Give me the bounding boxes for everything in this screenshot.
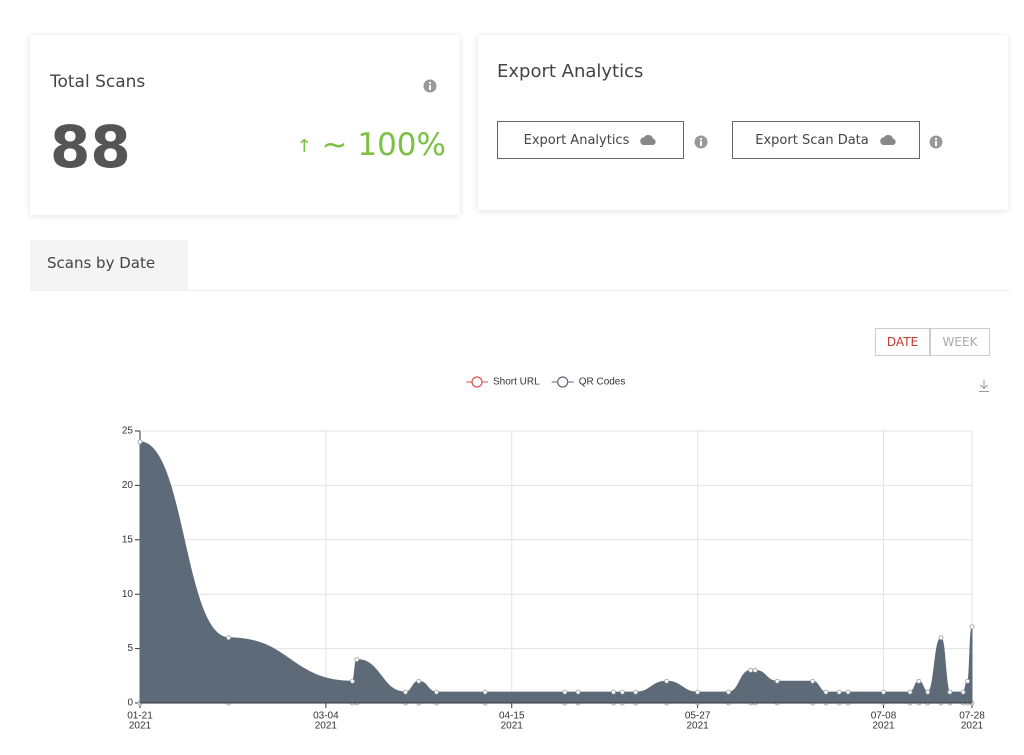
- x-tick-label: 07-08: [871, 711, 897, 722]
- info-icon[interactable]: [929, 135, 943, 149]
- x-tick-label: 05-27: [685, 711, 711, 722]
- point: [916, 678, 922, 684]
- y-tick-label: 10: [122, 589, 134, 600]
- legend-label: QR Codes: [579, 377, 626, 388]
- point: [810, 678, 816, 684]
- export-button[interactable]: Export Scan Data: [732, 121, 920, 159]
- point: [482, 689, 488, 695]
- point: [611, 689, 616, 695]
- point: [960, 689, 966, 695]
- point: [881, 689, 886, 695]
- point: [354, 657, 360, 662]
- point: [226, 635, 231, 641]
- cloud-icon: [640, 134, 656, 145]
- point: [664, 678, 670, 684]
- point: [748, 667, 754, 673]
- point: [562, 689, 568, 695]
- x-tick-year: 2021: [129, 721, 152, 732]
- change-value: ~ 100%: [321, 127, 446, 163]
- point: [726, 689, 731, 695]
- y-tick-label: 25: [122, 426, 134, 437]
- y-tick-label: 0: [127, 698, 133, 709]
- point: [619, 689, 625, 695]
- legend-label: Short URL: [493, 377, 540, 388]
- point: [774, 678, 780, 684]
- point: [350, 678, 355, 684]
- point: [695, 689, 701, 695]
- point: [434, 689, 439, 695]
- change: ↑ ~ 100%: [297, 127, 446, 163]
- point: [137, 439, 143, 445]
- toggle-week[interactable]: WEEK: [930, 328, 990, 356]
- cloud-icon: [879, 134, 896, 145]
- point: [947, 689, 953, 695]
- point: [823, 689, 829, 695]
- point: [907, 689, 913, 695]
- point: [965, 678, 970, 684]
- point: [938, 635, 944, 641]
- point: [969, 624, 975, 630]
- point: [403, 689, 408, 695]
- y-tick-label: 15: [122, 534, 134, 545]
- total-scans-card: Total Scans 88 ↑ ~ 100%: [30, 35, 460, 215]
- export-card: Export Analytics Export Analytics Export…: [478, 35, 1008, 210]
- tab-label: Scans by Date: [47, 254, 156, 272]
- point: [633, 689, 639, 695]
- point: [575, 689, 581, 695]
- info-icon[interactable]: [694, 135, 708, 149]
- x-tick-year: 2021: [686, 721, 709, 732]
- export-button[interactable]: Export Analytics: [497, 121, 684, 159]
- y-tick-label: 20: [122, 480, 134, 491]
- x-tick-label: 07-28: [959, 711, 985, 722]
- x-tick-label: 01-21: [127, 711, 153, 722]
- x-tick-year: 2021: [961, 721, 984, 732]
- tab[interactable]: Scans by Date: [30, 240, 188, 290]
- up-arrow: ↑: [296, 136, 312, 157]
- button-label: Export Scan Data: [755, 132, 869, 148]
- y-tick-label: 5: [127, 643, 133, 654]
- download-icon[interactable]: [978, 379, 990, 393]
- x-tick-label: 04-15: [499, 711, 525, 722]
- x-tick-year: 2021: [315, 721, 338, 732]
- x-tick-year: 2021: [501, 721, 524, 732]
- x-tick-label: 03-04: [313, 711, 339, 722]
- point: [752, 667, 758, 673]
- area: [139, 441, 973, 704]
- point: [416, 678, 422, 684]
- total-value: 88: [50, 113, 131, 181]
- point: [925, 689, 931, 695]
- point: [836, 689, 842, 695]
- toggle-date[interactable]: DATE: [875, 328, 930, 356]
- x-tick-year: 2021: [872, 721, 895, 732]
- card-title: Export Analytics: [497, 61, 644, 82]
- point: [845, 689, 851, 695]
- legend-marker: [471, 376, 483, 388]
- card-title: Total Scans: [50, 72, 146, 92]
- legend-marker: [557, 376, 569, 388]
- info-icon[interactable]: [423, 79, 437, 93]
- button-label: Export Analytics: [523, 132, 630, 148]
